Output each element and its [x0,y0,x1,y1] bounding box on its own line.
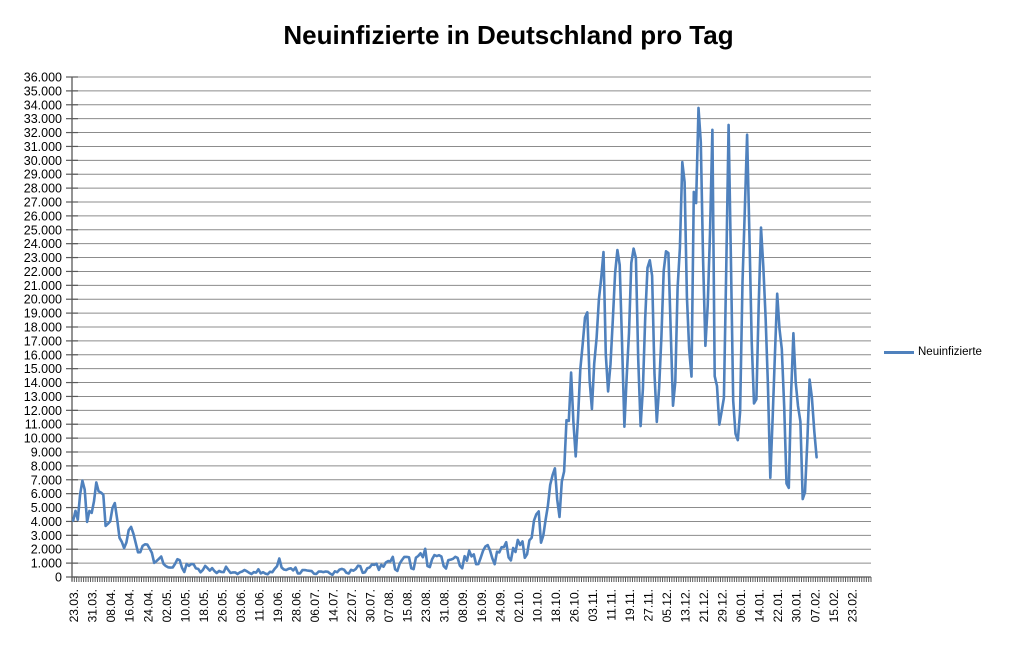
x-tick-label: 06.01. [734,589,748,622]
y-axis-labels: 01.0002.0003.0004.0005.0006.0007.0008.00… [24,71,62,585]
legend-line-sample [884,350,914,354]
y-tick-label: 21.000 [24,279,62,293]
y-tick-label: 27.000 [24,196,62,210]
y-tick-label: 30.000 [24,154,62,168]
x-tick-label: 11.11. [604,589,618,621]
x-tick-label: 05.12. [660,589,674,622]
x-tick-label: 19.11. [623,589,637,621]
x-tick-label: 13.12. [679,589,693,622]
y-tick-label: 2.000 [31,543,62,557]
y-tick-label: 15.000 [24,362,62,376]
x-tick-label: 23.02. [845,589,859,622]
x-tick-label: 24.04. [141,589,155,622]
x-tick-label: 31.03. [86,589,100,622]
y-tick-label: 13.000 [24,390,62,404]
x-tick-label: 23.08. [419,589,433,622]
x-tick-label: 14.07. [327,589,341,622]
y-tick-label: 19.000 [24,307,62,321]
x-tick-label: 07.08. [382,589,396,622]
y-tick-label: 17.000 [24,334,62,348]
y-tick-label: 14.000 [24,376,62,390]
x-tick-label: 21.12. [697,589,711,622]
x-tick-label: 22.07. [345,589,359,622]
x-tick-label: 08.09. [456,589,470,622]
y-tick-label: 36.000 [24,71,62,85]
x-tick-label: 10.05. [178,589,192,622]
x-tick-label: 11.06. [252,589,266,621]
y-tick-label: 23.000 [24,251,62,265]
y-tick-label: 34.000 [24,98,62,112]
y-tick-label: 5.000 [31,501,62,515]
x-tick-label: 28.06. [289,589,303,622]
x-tick-label: 14.01. [753,589,767,622]
x-axis-labels: 23.03. 31.03. 08.04. 16.04. 24.04. 02.05. 10.0… [67,589,859,622]
x-tick-label: 03.06. [234,589,248,622]
x-tick-label: 02.10. [512,589,526,622]
x-ticks [71,577,872,582]
y-tick-label: 29.000 [24,168,62,182]
x-tick-label: 08.04. [104,589,118,622]
x-tick-label: 22.01. [771,589,785,622]
x-tick-label: 23.03. [67,589,81,622]
x-tick-label: 30.07. [364,589,378,622]
x-tick-label: 16.09. [475,589,489,622]
y-tick-label: 32.000 [24,126,62,140]
y-tick-label: 0 [55,571,62,585]
x-tick-label: 03.11. [586,589,600,621]
axes [71,77,871,581]
x-tick-label: 27.11. [642,589,656,621]
x-tick-label: 30.01. [790,589,804,622]
y-tick-label: 24.000 [24,237,62,251]
legend-series-label: Neuinfizierte [918,346,982,358]
y-tick-label: 22.000 [24,265,62,279]
y-tick-label: 7.000 [31,473,62,487]
y-tick-label: 10.000 [24,432,62,446]
x-tick-label: 31.08. [438,589,452,622]
x-tick-label: 10.10. [530,589,544,622]
x-tick-label: 16.04. [123,589,137,622]
y-tick-label: 6.000 [31,487,62,501]
y-tick-label: 26.000 [24,209,62,223]
x-tick-label: 15.08. [401,589,415,622]
y-tick-label: 31.000 [24,140,62,154]
x-tick-label: 26.05. [215,589,229,622]
x-tick-label: 18.10. [549,589,563,622]
legend: Neuinfizierte [884,346,982,358]
y-tick-label: 12.000 [24,404,62,418]
y-tick-label: 25.000 [24,223,62,237]
series-line-neuinfizierte [71,106,818,577]
y-tick-label: 3.000 [31,529,62,543]
y-tick-label: 35.000 [24,84,62,98]
x-tick-label: 18.05. [197,589,211,622]
y-tick-label: 4.000 [31,515,62,529]
x-tick-label: 06.07. [308,589,322,622]
y-tick-label: 18.000 [24,321,62,335]
y-tick-label: 28.000 [24,182,62,196]
y-ticks [66,76,78,578]
y-tick-label: 11.000 [25,418,62,432]
x-tick-label: 19.06. [271,589,285,622]
x-tick-label: 15.02. [827,589,841,622]
y-tick-label: 20.000 [24,293,62,307]
x-tick-label: 07.02. [808,589,822,622]
y-tick-label: 16.000 [24,348,62,362]
chart-title: Neuinfizierte in Deutschland pro Tag [283,20,734,50]
y-tick-label: 8.000 [31,459,62,473]
x-tick-label: 26.10. [567,589,581,622]
x-tick-label: 29.12. [716,589,730,622]
x-tick-label: 24.09. [493,589,507,622]
y-tick-label: 9.000 [31,446,62,460]
x-tick-label: 02.05. [160,589,174,622]
y-tick-label: 33.000 [24,112,62,126]
y-tick-label: 1.000 [31,557,62,571]
